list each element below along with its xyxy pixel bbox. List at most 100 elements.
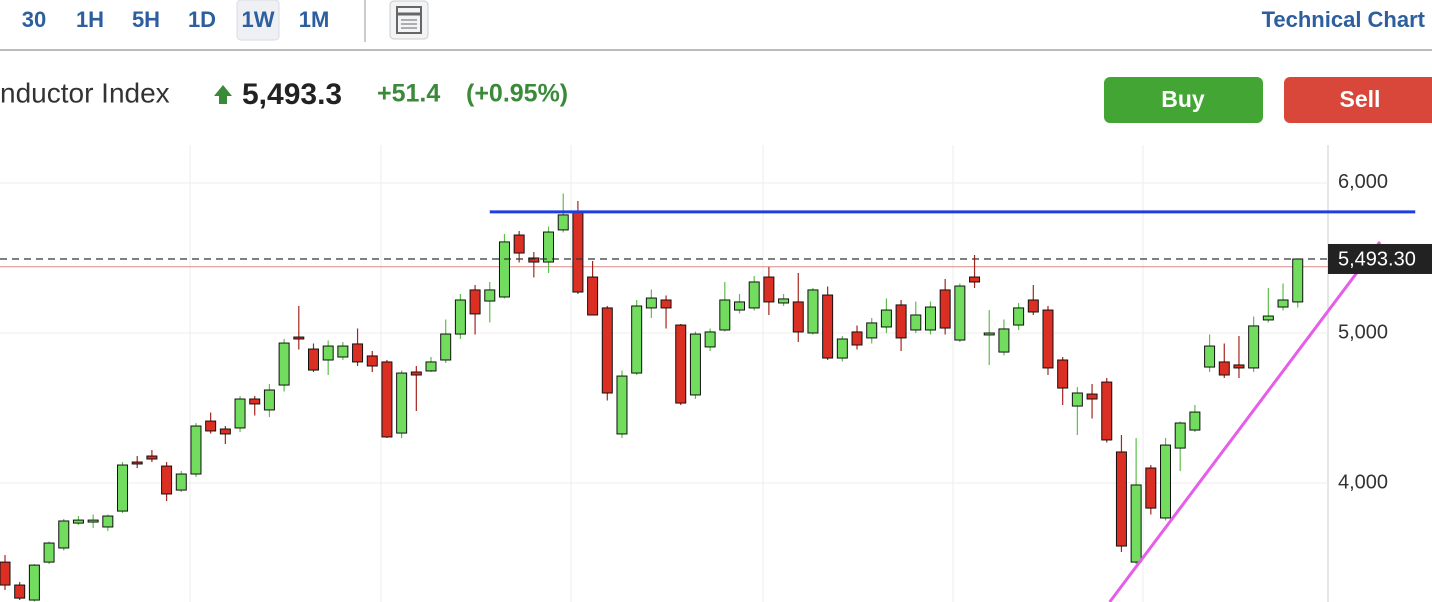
candle-body: [43, 542, 55, 563]
candle-body: [1086, 393, 1098, 400]
buy-button[interactable]: [1104, 77, 1263, 123]
candle-body: [28, 564, 40, 601]
layout-icon[interactable]: [389, 0, 429, 40]
candle-body: [924, 306, 936, 331]
candle-body: [1115, 451, 1127, 547]
sell-button[interactable]: [1284, 77, 1432, 123]
candle-body: [1277, 299, 1289, 308]
candle-body: [440, 333, 452, 361]
candle-body: [396, 372, 408, 434]
candle-body: [645, 297, 657, 309]
candle-body: [543, 231, 555, 263]
candle-body: [778, 298, 790, 304]
candle-body: [895, 304, 907, 339]
candle-body: [337, 345, 349, 358]
candle-body: [734, 301, 745, 311]
candle-body: [146, 455, 158, 460]
y-tick-label: 6,000: [1338, 171, 1388, 193]
last-price-label: 5,493.30: [1338, 248, 1416, 270]
candle-body: [792, 301, 804, 333]
candle-body: [675, 324, 687, 404]
candle-body: [131, 461, 143, 465]
candle-body: [307, 348, 319, 371]
candle-body: [939, 289, 951, 329]
candle-body: [1218, 361, 1230, 376]
y-tick-label: 4,000: [1338, 471, 1388, 493]
candle-body: [557, 214, 569, 231]
candle-body: [161, 465, 173, 495]
sell-label[interactable]: Sell: [1340, 86, 1381, 112]
candle-body: [190, 425, 202, 475]
candle-body: [1248, 325, 1260, 369]
candle-body: [117, 464, 129, 512]
candle-body: [910, 314, 922, 331]
candle-body: [719, 299, 731, 331]
candle-body: [587, 276, 599, 316]
candle-body: [969, 276, 981, 283]
candle-body: [1160, 444, 1172, 519]
candle-body: [866, 322, 878, 339]
timeframe-button[interactable]: 1M: [299, 7, 330, 32]
candle-body: [1292, 258, 1304, 303]
candle-body: [689, 333, 701, 396]
candle-body: [1145, 467, 1157, 509]
candle-body: [249, 398, 261, 405]
candle-body: [616, 375, 628, 435]
candle-body: [234, 398, 246, 429]
candle-body: [454, 299, 466, 335]
last-price-box: [1328, 243, 1432, 274]
candle-body: [1204, 345, 1216, 368]
buy-label[interactable]: Buy: [1161, 86, 1205, 112]
quote-change-pct: (+0.95%): [466, 80, 568, 108]
instrument-name: nductor Index: [0, 77, 170, 108]
candle-body: [1262, 315, 1274, 321]
candle-body: [528, 257, 540, 263]
candle-body: [1233, 364, 1245, 369]
candle-body: [704, 331, 716, 348]
candle-body: [1042, 309, 1054, 369]
candle-body: [1057, 359, 1069, 389]
candle-body: [807, 289, 819, 334]
candle-body: [880, 309, 892, 328]
candle-body: [1174, 422, 1186, 449]
candle-body: [851, 331, 863, 346]
candle-body: [219, 428, 231, 435]
candle-body: [601, 307, 613, 394]
candle-body: [763, 276, 775, 303]
candle-body: [58, 520, 70, 549]
candle-body: [1027, 299, 1039, 313]
timeframe-button[interactable]: 1W: [242, 7, 275, 32]
candle-body: [293, 336, 305, 340]
quote-change: +51.4: [377, 80, 440, 108]
plot-area: [0, 182, 1328, 602]
candle-body: [278, 342, 290, 386]
technical-chart-link[interactable]: Technical Chart: [1262, 7, 1426, 32]
candle-body: [513, 234, 525, 254]
candle-body: [322, 345, 334, 361]
selected-timeframe-bg: [236, 0, 280, 41]
timeframe-button[interactable]: 30: [22, 7, 46, 32]
trendline: [1108, 241, 1382, 602]
timeframe-button[interactable]: 5H: [132, 7, 160, 32]
quote-price: 5,493.3: [242, 78, 342, 111]
x-grid: [189, 145, 1144, 602]
y-tick-label: 5,000: [1338, 321, 1388, 343]
candle-body: [660, 299, 672, 309]
candle-body: [1013, 307, 1025, 326]
candle-body: [1071, 392, 1083, 407]
candle-body: [0, 561, 11, 586]
candle-body: [410, 371, 422, 376]
candle-body: [87, 519, 99, 523]
candle-body: [983, 332, 995, 336]
candle-body: [498, 241, 510, 298]
candle-body: [14, 584, 26, 599]
candle-body: [425, 361, 437, 372]
candle-body: [352, 343, 364, 363]
candle-body: [263, 389, 275, 411]
timeframe-button[interactable]: 1H: [76, 7, 104, 32]
timeframe-button[interactable]: 1D: [188, 7, 216, 32]
candle-body: [572, 210, 584, 293]
candle-body: [366, 355, 378, 367]
